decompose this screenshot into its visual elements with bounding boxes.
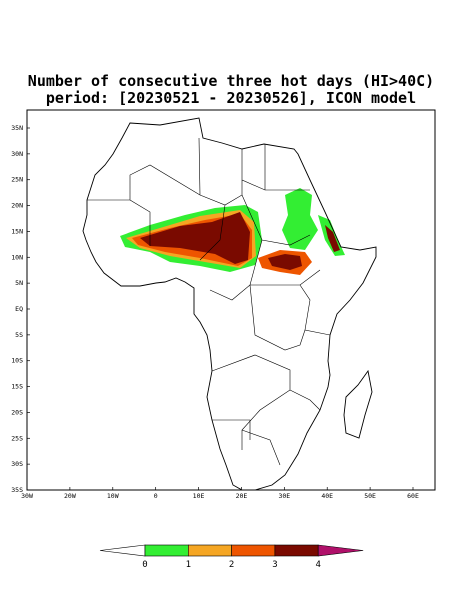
africa-outline xyxy=(82,117,377,491)
colorbar-label: 4 xyxy=(315,560,320,570)
y-tick-label: 25N xyxy=(11,176,23,184)
region-brown xyxy=(140,212,250,264)
region-green-sudan xyxy=(282,188,318,250)
country-borders xyxy=(87,137,331,466)
colorbar-label: 0 xyxy=(142,560,147,570)
colorbar-over xyxy=(317,544,364,557)
map-area xyxy=(26,109,436,491)
y-tick-label: 20N xyxy=(11,202,23,210)
y-tick-label: 30S xyxy=(11,460,23,468)
x-tick-label: 60E xyxy=(407,492,419,500)
y-tick-label: 35N xyxy=(11,124,23,132)
y-tick-label: 5S xyxy=(15,331,23,339)
colorbar-segment xyxy=(188,544,232,557)
y-tick-label: 30N xyxy=(11,150,23,158)
y-tick-label: 15S xyxy=(11,383,23,391)
y-tick-label: 5N xyxy=(15,279,23,287)
colorbar-segment xyxy=(231,544,276,557)
madagascar-outline xyxy=(343,369,373,439)
region-brown-eritrea xyxy=(325,225,340,252)
axes: 30W 20W 10W 0 10E 20E 30E 40E 50E 60E 35N 30N 25N 20N… xyxy=(11,124,419,500)
y-tick-label: 25S xyxy=(11,434,23,442)
x-tick-label: 0 xyxy=(154,492,158,500)
region-brown-east xyxy=(268,254,302,270)
title-line-2: period: [20230521 - 20230526], ICON mode… xyxy=(46,89,416,107)
y-tick-label: 15N xyxy=(11,227,23,235)
x-tick-label: 10E xyxy=(193,492,205,500)
map-frame xyxy=(26,109,436,491)
colorbar-label: 3 xyxy=(272,560,277,570)
colorbar-segment xyxy=(274,544,319,557)
x-tick-label: 10W xyxy=(107,492,119,500)
title-line-1: Number of consecutive three hot days (HI… xyxy=(28,72,434,90)
y-tick-label: 10S xyxy=(11,357,23,365)
x-tick-label: 40E xyxy=(321,492,333,500)
y-tick-label: 20S xyxy=(11,408,23,416)
colorbar: 0 1 2 3 4 xyxy=(99,544,364,570)
y-tick-label: EQ xyxy=(15,305,23,313)
colorbar-under xyxy=(99,544,146,557)
y-tick-label: 10N xyxy=(11,253,23,261)
x-tick-label: 20W xyxy=(64,492,76,500)
x-tick-label: 20E xyxy=(236,492,248,500)
x-tick-label: 30W xyxy=(21,492,33,500)
x-tick-label: 30E xyxy=(278,492,290,500)
colorbar-label: 2 xyxy=(229,560,234,570)
colorbar-label: 1 xyxy=(186,560,191,570)
y-tick-label: 35S xyxy=(11,486,23,494)
colorbar-segment xyxy=(144,544,189,557)
x-tick-label: 50E xyxy=(364,492,376,500)
